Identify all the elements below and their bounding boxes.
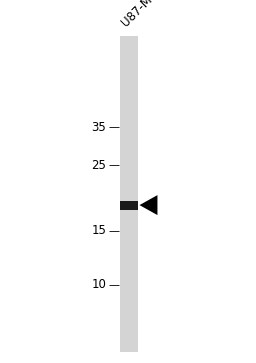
Polygon shape [140,195,157,215]
Text: 10: 10 [91,278,106,291]
Bar [120,200,138,209]
Text: U87-MG: U87-MG [119,0,161,29]
Text: 25: 25 [91,159,106,172]
Bar [120,36,138,352]
Text: 15: 15 [91,224,106,237]
Text: 35: 35 [91,121,106,134]
